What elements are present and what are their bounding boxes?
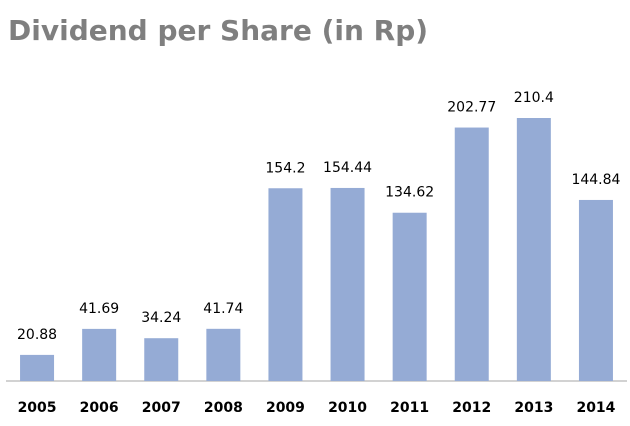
data-label: 20.88 bbox=[17, 327, 57, 343]
x-tick-label: 2009 bbox=[266, 400, 305, 416]
x-tick-label: 2011 bbox=[390, 400, 429, 416]
bar bbox=[516, 118, 551, 381]
bar bbox=[330, 187, 365, 381]
x-tick-label: 2013 bbox=[514, 400, 553, 416]
x-tick-label: 2010 bbox=[328, 400, 367, 416]
data-label: 154.2 bbox=[265, 160, 305, 176]
data-label: 154.44 bbox=[323, 160, 372, 176]
data-label: 134.62 bbox=[385, 185, 434, 201]
x-tick-label: 2008 bbox=[204, 400, 243, 416]
bar bbox=[144, 338, 179, 381]
data-label: 210.4 bbox=[514, 90, 554, 106]
x-tick-label: 2006 bbox=[80, 400, 119, 416]
data-label: 144.84 bbox=[571, 172, 620, 188]
bar bbox=[82, 328, 117, 381]
x-tick-label: 2012 bbox=[452, 400, 491, 416]
x-tick-label: 2007 bbox=[142, 400, 181, 416]
bar bbox=[454, 127, 489, 381]
data-label: 41.69 bbox=[79, 301, 119, 317]
bar bbox=[578, 199, 613, 381]
data-label: 202.77 bbox=[447, 100, 496, 116]
x-tick-label: 2014 bbox=[576, 400, 615, 416]
data-label: 34.24 bbox=[141, 310, 181, 326]
data-label: 41.74 bbox=[203, 301, 243, 317]
bar bbox=[392, 212, 427, 381]
bar bbox=[268, 188, 303, 381]
chart-title: Dividend per Share (in Rp) bbox=[8, 14, 428, 47]
bar bbox=[20, 354, 55, 381]
x-tick-label: 2005 bbox=[18, 400, 57, 416]
bar bbox=[206, 328, 241, 381]
